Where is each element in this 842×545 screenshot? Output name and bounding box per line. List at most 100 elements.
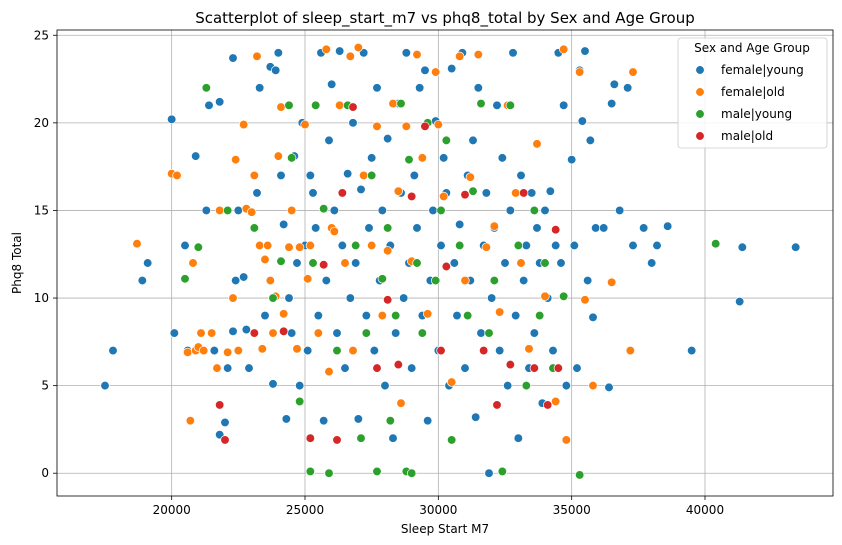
data-point: [295, 242, 305, 252]
data-point: [423, 309, 433, 319]
data-point: [252, 188, 262, 198]
data-point: [455, 240, 465, 251]
data-point: [201, 83, 211, 93]
data-point: [276, 170, 286, 181]
data-point: [276, 102, 286, 112]
data-point: [383, 133, 393, 144]
data-point: [372, 363, 382, 373]
data-point: [401, 48, 411, 58]
series-male-young: [180, 83, 721, 480]
data-point: [188, 258, 198, 268]
data-point: [401, 121, 411, 132]
data-point: [255, 83, 265, 93]
data-point: [284, 242, 294, 252]
data-point: [183, 347, 193, 357]
data-point: [353, 42, 363, 53]
data-point: [388, 98, 398, 109]
data-point: [361, 328, 371, 338]
data-point: [196, 328, 206, 338]
data-point: [143, 258, 153, 268]
data-point: [553, 363, 563, 373]
data-point: [295, 380, 305, 391]
data-point: [439, 191, 449, 202]
data-point: [599, 223, 609, 233]
data-point: [404, 154, 414, 165]
data-point: [551, 396, 561, 407]
data-point: [383, 295, 393, 305]
data-point: [279, 326, 289, 336]
data-point: [180, 274, 190, 284]
data-point: [473, 83, 483, 93]
data-point: [433, 119, 443, 130]
data-point: [209, 345, 219, 356]
data-point: [340, 363, 350, 373]
y-tick-label: 5: [41, 379, 49, 393]
data-point: [791, 242, 801, 252]
data-point: [460, 363, 470, 373]
data-point: [265, 275, 275, 286]
data-point: [305, 240, 315, 251]
x-tick-label: 40000: [686, 503, 724, 517]
data-point: [529, 205, 539, 216]
data-point: [348, 102, 358, 112]
data-point: [220, 417, 230, 428]
data-point: [321, 44, 331, 54]
data-point: [559, 44, 569, 54]
data-point: [367, 153, 377, 163]
data-point: [231, 275, 241, 286]
data-point: [337, 188, 347, 198]
data-point: [215, 97, 225, 107]
data-point: [647, 258, 657, 268]
data-point: [551, 240, 561, 251]
data-point: [663, 221, 673, 231]
data-point: [233, 345, 243, 356]
data-point: [305, 170, 315, 181]
data-point: [356, 184, 366, 195]
data-point: [239, 119, 249, 130]
series-female-old: [132, 42, 638, 445]
data-point: [628, 240, 638, 251]
data-point: [575, 67, 585, 77]
data-point: [108, 345, 118, 356]
data-point: [588, 380, 598, 391]
data-point: [380, 380, 390, 391]
data-point: [167, 114, 177, 124]
data-point: [505, 359, 515, 370]
y-tick-label: 20: [34, 116, 49, 130]
data-point: [577, 116, 587, 126]
data-point: [324, 468, 334, 478]
chart-title: Scatterplot of sleep_start_m7 vs phq8_to…: [195, 9, 695, 28]
data-point: [335, 46, 345, 56]
data-point: [372, 83, 382, 93]
data-point: [268, 293, 278, 303]
data-point: [340, 258, 350, 268]
data-point: [241, 324, 251, 335]
data-point: [228, 53, 238, 63]
data-point: [137, 275, 147, 286]
data-point: [324, 366, 334, 377]
data-point: [569, 240, 579, 251]
data-point: [399, 293, 409, 303]
x-axis-label: Sleep Start M7: [401, 522, 489, 536]
data-point: [343, 169, 353, 179]
legend-marker: [695, 65, 705, 75]
data-point: [305, 433, 315, 443]
plot-frame: [56, 29, 834, 497]
data-point: [505, 205, 515, 216]
data-point: [185, 416, 195, 426]
data-point: [447, 63, 457, 74]
x-tick-label: 20000: [153, 503, 191, 517]
data-point: [580, 295, 590, 305]
data-point: [500, 258, 510, 268]
data-point: [447, 435, 457, 445]
data-point: [575, 470, 585, 480]
data-point: [455, 219, 465, 230]
legend-label: male|young: [721, 107, 792, 121]
data-point: [521, 380, 531, 391]
data-point: [476, 98, 486, 109]
data-point: [548, 345, 558, 356]
data-point: [239, 272, 249, 282]
data-point: [383, 223, 393, 233]
data-point: [345, 51, 355, 61]
series-male-old: [215, 102, 563, 445]
